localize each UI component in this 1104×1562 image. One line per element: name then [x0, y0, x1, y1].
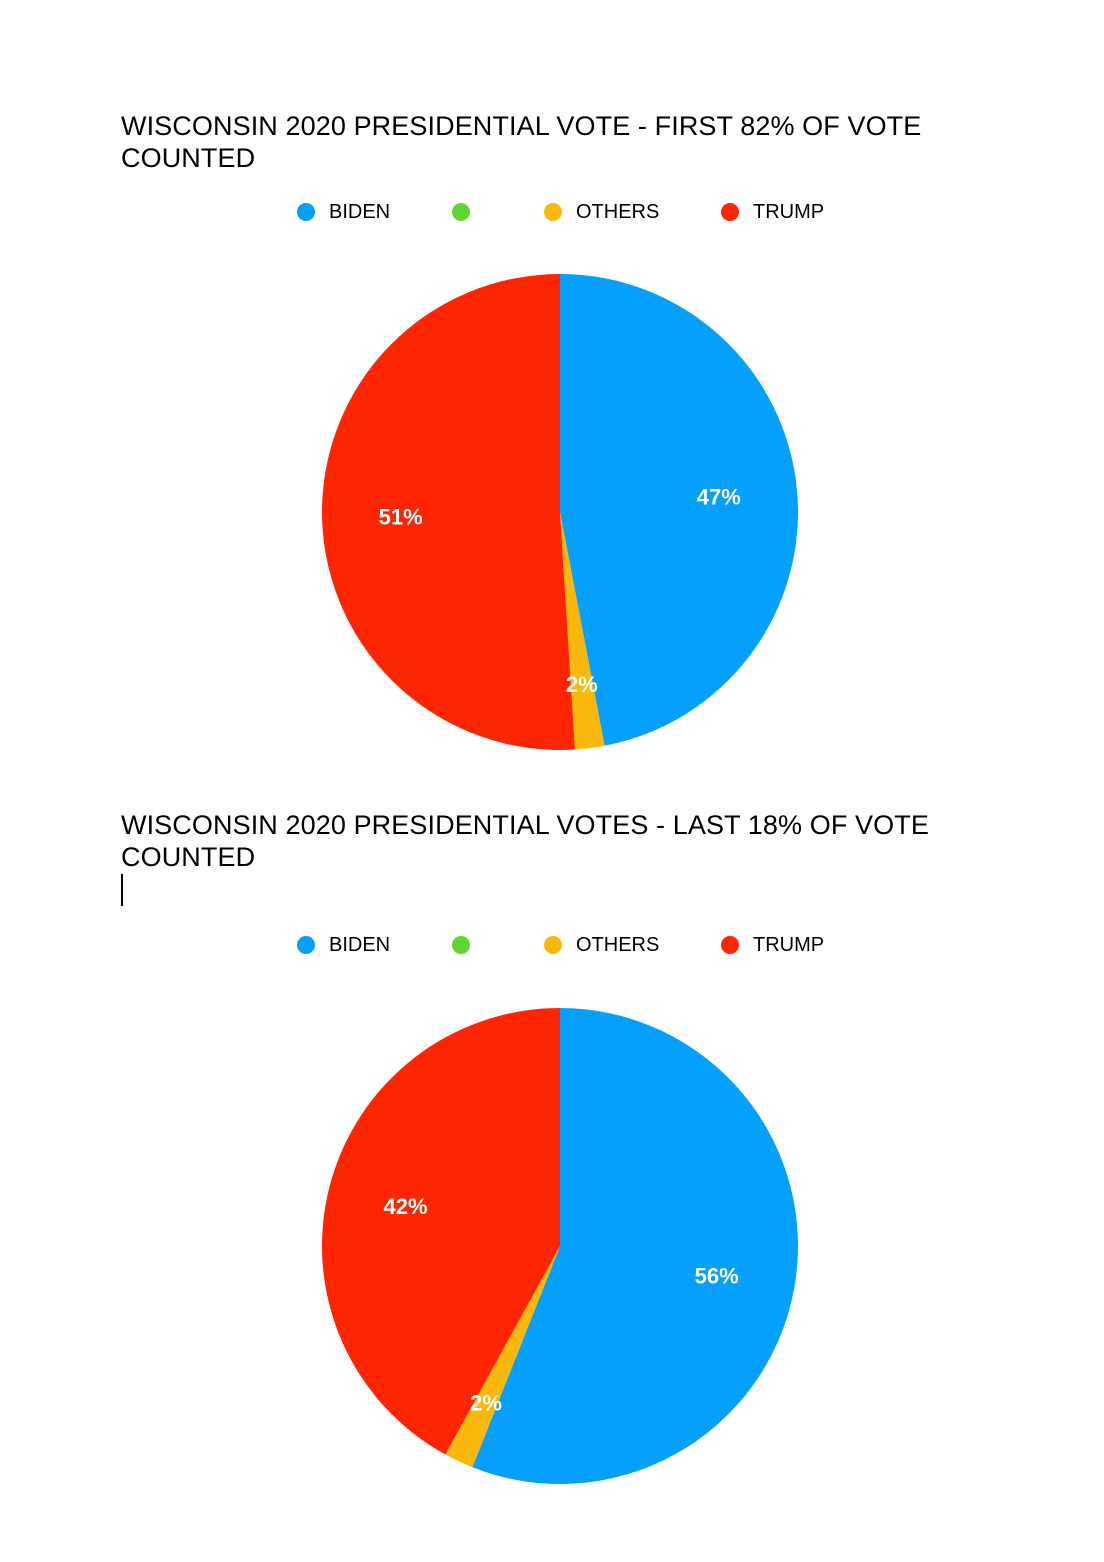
chart-title: WISCONSIN 2020 PRESIDENTIAL VOTE - FIRST… [121, 111, 922, 173]
pie-plot-area: 47% 2% 51% [321, 274, 799, 751]
legend-swatch [544, 936, 562, 954]
legend-label: BIDEN [329, 934, 391, 956]
pie-slice-biden [560, 274, 799, 746]
data-label-others: 2% [566, 672, 598, 697]
legend-swatch [721, 936, 739, 954]
legend-label: OTHERS [576, 201, 660, 223]
data-label-others: 2% [470, 1391, 502, 1416]
legend-label: TRUMP [753, 201, 825, 223]
pie-slice-others [560, 512, 605, 750]
pie-slice-trump [321, 1008, 560, 1455]
legend-label: OTHERS [576, 934, 660, 956]
legend-swatch [297, 203, 315, 221]
chart-legend: BIDEN OTHERS TRUMP [0, 932, 1104, 958]
legend-swatch [721, 203, 739, 221]
text-cursor [121, 874, 123, 906]
pie-slice-trump [321, 274, 575, 751]
legend-label: BIDEN [329, 201, 391, 223]
data-label-trump: 51% [379, 505, 423, 530]
legend-swatch [544, 203, 562, 221]
legend-label: TRUMP [753, 934, 825, 956]
legend-swatch [452, 936, 470, 954]
data-label-trump: 42% [384, 1194, 428, 1219]
data-label-biden: 47% [697, 484, 741, 509]
pie-chart-first-82: WISCONSIN 2020 PRESIDENTIAL VOTE - FIRST… [0, 0, 1104, 780]
pie-slice-others [445, 1246, 560, 1468]
pie-chart-last-18: WISCONSIN 2020 PRESIDENTIAL VOTES - LAST… [0, 780, 1104, 1562]
legend-swatch [452, 203, 470, 221]
data-label-biden: 56% [695, 1263, 739, 1288]
chart-title: WISCONSIN 2020 PRESIDENTIAL VOTES - LAST… [121, 810, 929, 872]
pie-slice-biden [472, 1008, 798, 1484]
legend-swatch [297, 936, 315, 954]
pie-plot-area: 56% 2% 42% [321, 1008, 798, 1484]
chart-legend: BIDEN OTHERS TRUMP [0, 199, 1104, 225]
